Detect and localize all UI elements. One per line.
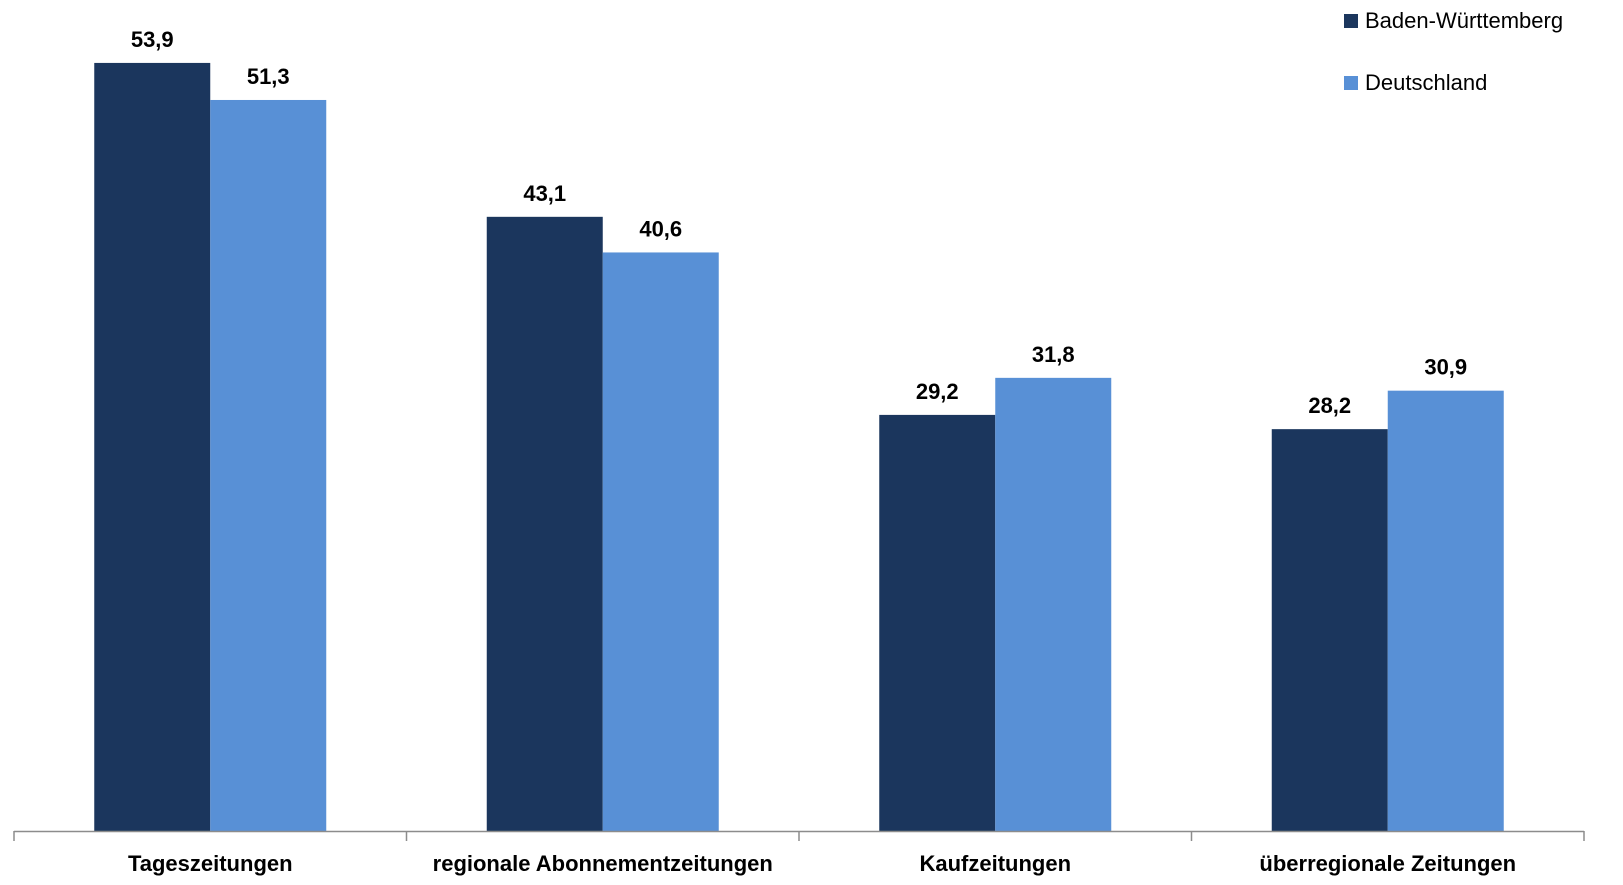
legend: Baden-Württemberg Deutschland <box>1344 6 1614 130</box>
category-label-tageszeitungen: Tageszeitungen <box>128 851 293 876</box>
x-axis <box>13 830 1585 841</box>
category-label-regionale-abonnementzeitungen: regionale Abonnementzeitungen <box>433 851 773 876</box>
value-label-baden-wuerttemberg-ueberregionale-zeitungen: 28,2 <box>1308 393 1351 418</box>
legend-label-baden-wuerttemberg: Baden-Württemberg <box>1365 8 1564 33</box>
bar-deutschland-kaufzeitungen <box>995 377 1112 831</box>
category-label-kaufzeitungen: Kaufzeitungen <box>919 851 1071 876</box>
bar-deutschland-tageszeitungen <box>210 99 327 832</box>
value-label-deutschland-regionale-abonnementzeitungen: 40,6 <box>639 216 682 241</box>
legend-item-deutschland: Deutschland <box>1344 68 1614 98</box>
bar-deutschland-regionale-abonnementzeitungen <box>602 252 719 831</box>
legend-label-deutschland: Deutschland <box>1365 70 1488 95</box>
value-label-baden-wuerttemberg-regionale-abonnementzeitungen: 43,1 <box>523 181 566 206</box>
category-labels-group: Tageszeitungen regionale Abonnementzeitun… <box>128 851 1516 876</box>
value-label-baden-wuerttemberg-tageszeitungen: 53,9 <box>131 27 174 52</box>
bar-baden-wuerttemberg-kaufzeitungen <box>879 414 996 831</box>
legend-swatch-baden-wuerttemberg <box>1344 14 1358 28</box>
legend-item-baden-wuerttemberg: Baden-Württemberg <box>1344 6 1614 36</box>
bar-baden-wuerttemberg-tageszeitungen <box>94 62 211 832</box>
legend-swatch-deutschland <box>1344 76 1358 90</box>
bar-deutschland-ueberregionale-zeitungen <box>1387 390 1504 831</box>
value-label-deutschland-tageszeitungen: 51,3 <box>247 64 290 89</box>
bar-baden-wuerttemberg-regionale-abonnementzeitungen <box>486 216 603 831</box>
value-label-deutschland-kaufzeitungen: 31,8 <box>1032 342 1075 367</box>
value-labels-group: 53,9 51,3 43,1 40,6 29,2 31,8 28,2 30,9 <box>131 27 1467 418</box>
bar-baden-wuerttemberg-ueberregionale-zeitungen <box>1271 429 1388 831</box>
value-label-baden-wuerttemberg-kaufzeitungen: 29,2 <box>916 379 959 404</box>
value-label-deutschland-ueberregionale-zeitungen: 30,9 <box>1424 355 1467 380</box>
category-label-ueberregionale-zeitungen: überregionale Zeitungen <box>1259 851 1516 876</box>
bars-group <box>94 62 1504 832</box>
